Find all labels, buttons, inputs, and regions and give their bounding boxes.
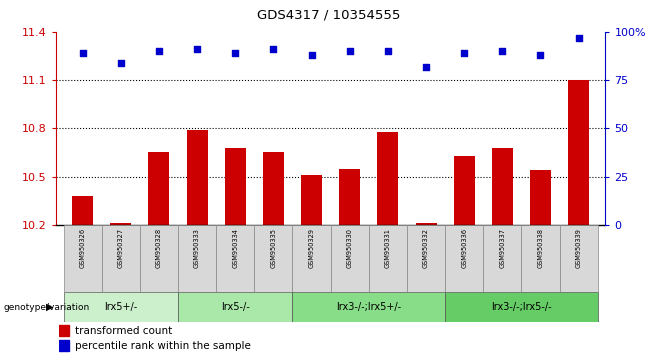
Point: [116, 60, 126, 65]
Text: GSM950334: GSM950334: [232, 228, 238, 268]
Bar: [178, 225, 216, 292]
Bar: [378, 132, 398, 225]
Text: GSM950326: GSM950326: [80, 228, 86, 268]
Bar: [178, 292, 293, 322]
Bar: [225, 148, 245, 225]
Bar: [492, 148, 513, 225]
Point: [154, 48, 164, 54]
Text: GSM950328: GSM950328: [156, 228, 162, 268]
Bar: [368, 225, 407, 292]
Text: GSM950332: GSM950332: [423, 228, 429, 268]
Text: GSM950336: GSM950336: [461, 228, 467, 268]
Text: percentile rank within the sample: percentile rank within the sample: [75, 341, 251, 351]
Bar: [454, 156, 474, 225]
Bar: [140, 225, 178, 292]
Point: [420, 64, 431, 69]
Bar: [293, 225, 330, 292]
Point: [382, 48, 393, 54]
Point: [573, 35, 584, 40]
Bar: [559, 225, 597, 292]
Bar: [416, 223, 436, 225]
Bar: [330, 225, 368, 292]
Bar: [59, 325, 69, 336]
Text: lrx5+/-: lrx5+/-: [104, 302, 138, 312]
Text: GSM950338: GSM950338: [538, 228, 544, 268]
Point: [307, 52, 317, 58]
Bar: [521, 225, 559, 292]
Bar: [568, 80, 589, 225]
Bar: [187, 130, 207, 225]
Text: GSM950337: GSM950337: [499, 228, 505, 268]
Bar: [216, 225, 255, 292]
Bar: [530, 170, 551, 225]
Bar: [483, 225, 521, 292]
Text: GDS4317 / 10354555: GDS4317 / 10354555: [257, 9, 401, 22]
Text: lrx3-/-;lrx5-/-: lrx3-/-;lrx5-/-: [491, 302, 551, 312]
Point: [192, 46, 203, 52]
Point: [344, 48, 355, 54]
Point: [230, 50, 241, 56]
Bar: [64, 225, 102, 292]
Point: [497, 48, 507, 54]
Bar: [72, 196, 93, 225]
Text: transformed count: transformed count: [75, 326, 172, 336]
Text: lrx3-/-;lrx5+/-: lrx3-/-;lrx5+/-: [336, 302, 401, 312]
Point: [78, 50, 88, 56]
Text: GSM950329: GSM950329: [309, 228, 315, 268]
Point: [268, 46, 279, 52]
Point: [459, 50, 469, 56]
Bar: [102, 225, 140, 292]
Text: GSM950331: GSM950331: [385, 228, 391, 268]
Point: [535, 52, 545, 58]
Text: GSM950330: GSM950330: [347, 228, 353, 268]
Bar: [111, 223, 132, 225]
Bar: [59, 340, 69, 352]
Bar: [64, 292, 178, 322]
Text: lrx5-/-: lrx5-/-: [221, 302, 249, 312]
Text: GSM950327: GSM950327: [118, 228, 124, 268]
Text: GSM950339: GSM950339: [576, 228, 582, 268]
Bar: [407, 225, 445, 292]
Bar: [255, 225, 293, 292]
Bar: [263, 153, 284, 225]
Bar: [149, 153, 170, 225]
Text: GSM950333: GSM950333: [194, 228, 200, 268]
Text: ▶: ▶: [47, 302, 54, 312]
Text: GSM950335: GSM950335: [270, 228, 276, 268]
Bar: [293, 292, 445, 322]
Bar: [445, 292, 597, 322]
Text: genotype/variation: genotype/variation: [3, 303, 89, 312]
Bar: [445, 225, 483, 292]
Bar: [340, 169, 360, 225]
Bar: [301, 175, 322, 225]
